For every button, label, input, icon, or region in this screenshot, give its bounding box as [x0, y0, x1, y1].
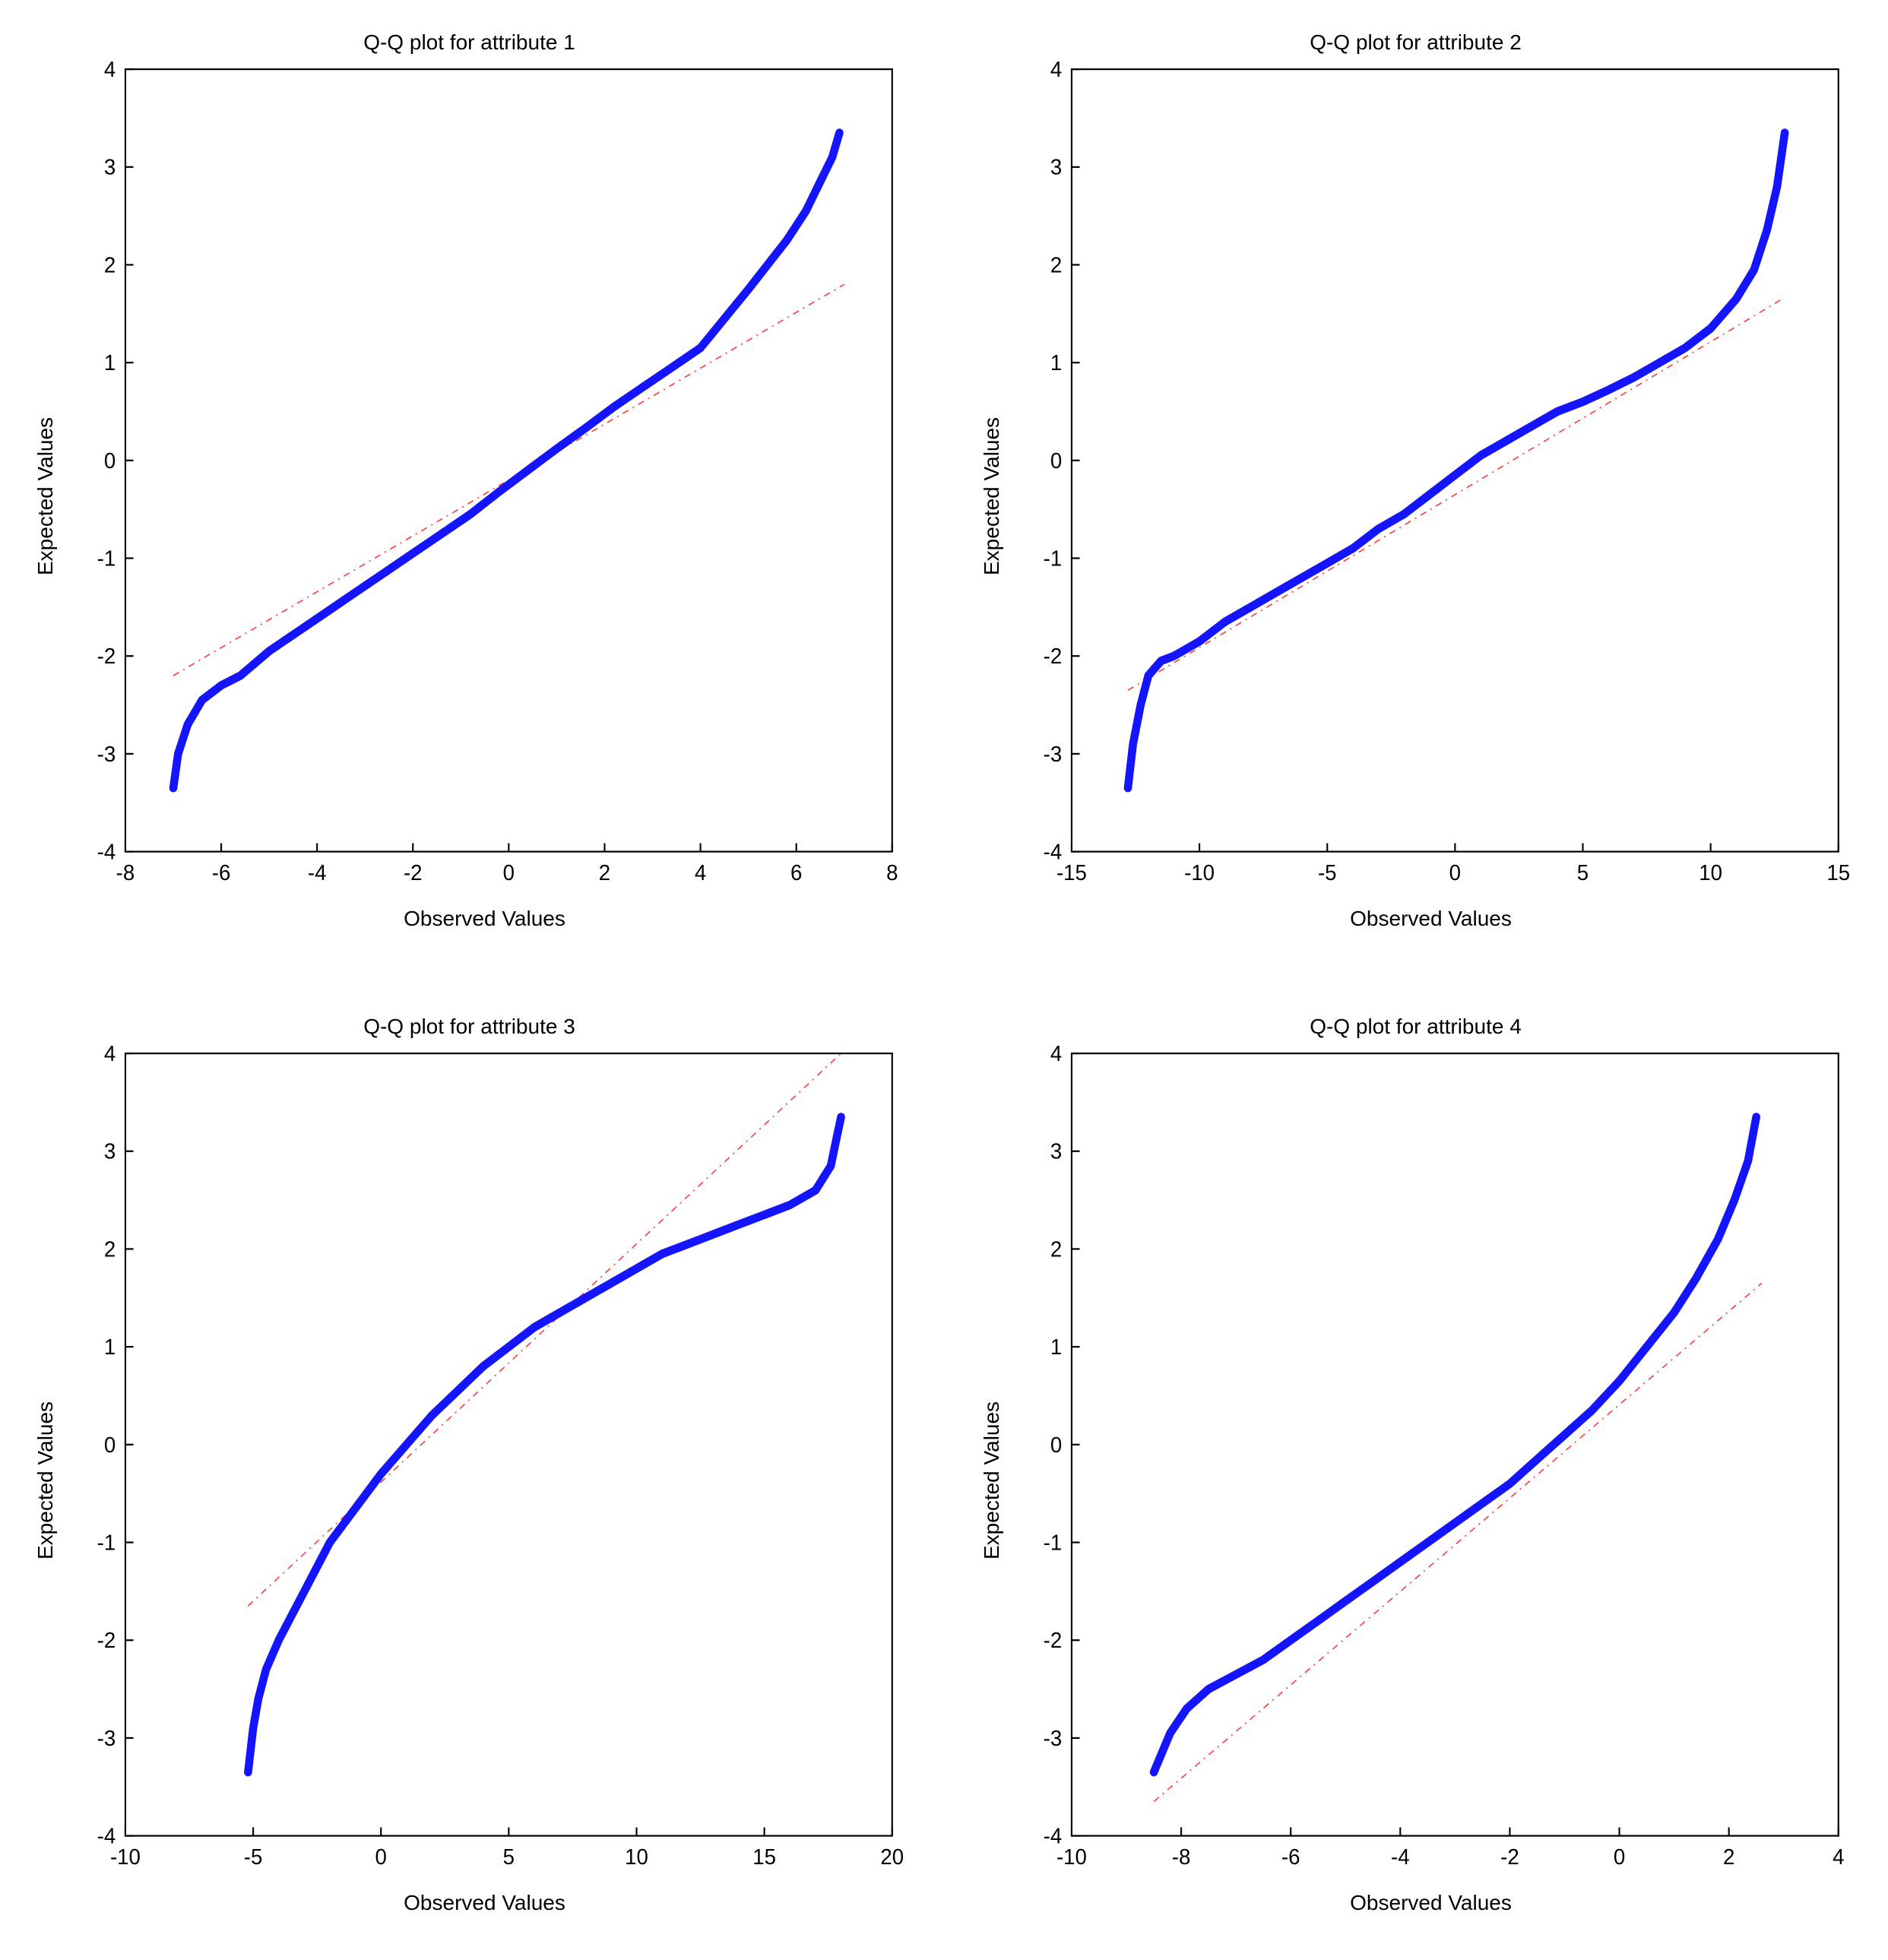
svg-text:0: 0: [1614, 1844, 1625, 1870]
svg-text:4: 4: [104, 1040, 116, 1065]
svg-text:-4: -4: [97, 839, 116, 864]
svg-text:-4: -4: [1044, 839, 1063, 864]
svg-text:3: 3: [1050, 154, 1062, 179]
plot-wrap: Expected Values-15-10-5051015-4-3-2-1012…: [977, 61, 1855, 931]
svg-text:3: 3: [1050, 1138, 1062, 1164]
y-axis-label: Expected Values: [977, 1045, 1007, 1915]
svg-text:2: 2: [599, 860, 610, 885]
svg-text:2: 2: [104, 1236, 116, 1262]
svg-text:8: 8: [886, 860, 898, 885]
svg-text:-5: -5: [244, 1844, 263, 1870]
plot-area: -15-10-5051015-4-3-2-101234: [1007, 61, 1855, 902]
panel-title: Q-Q plot for attribute 2: [1310, 30, 1522, 55]
svg-text:6: 6: [790, 860, 802, 885]
x-axis-label: Observed Values: [1007, 902, 1855, 931]
svg-text:0: 0: [503, 860, 515, 885]
svg-text:3: 3: [104, 154, 116, 179]
svg-text:-6: -6: [1281, 1844, 1300, 1870]
svg-text:-1: -1: [1044, 546, 1063, 571]
svg-text:2: 2: [1050, 1236, 1062, 1262]
svg-text:-8: -8: [116, 860, 135, 885]
svg-text:10: 10: [1699, 860, 1722, 885]
svg-text:0: 0: [375, 1844, 387, 1870]
panel-title: Q-Q plot for attribute 3: [363, 1015, 575, 1039]
qq-plot-panel-2: Q-Q plot for attribute 2 Expected Values -…: [977, 30, 1855, 931]
x-axis-label: Observed Values: [61, 1886, 908, 1915]
svg-text:-3: -3: [97, 741, 116, 766]
svg-text:-2: -2: [1500, 1844, 1519, 1870]
svg-text:1: 1: [1050, 350, 1062, 375]
svg-text:0: 0: [1449, 860, 1461, 885]
y-axis-label: Expected Values: [977, 61, 1007, 931]
svg-text:2: 2: [104, 252, 116, 277]
svg-text:0: 0: [1050, 448, 1062, 473]
svg-text:-2: -2: [404, 860, 423, 885]
svg-text:-4: -4: [1044, 1823, 1063, 1848]
svg-text:-1: -1: [97, 1530, 116, 1555]
svg-text:-2: -2: [97, 644, 116, 669]
svg-text:-2: -2: [1044, 1628, 1063, 1653]
svg-text:4: 4: [1050, 56, 1062, 81]
svg-text:5: 5: [503, 1844, 515, 1870]
svg-text:4: 4: [1833, 1844, 1844, 1870]
svg-text:0: 0: [1050, 1432, 1062, 1457]
plot-wrap: Expected Values-10-8-6-4-2024-4-3-2-1012…: [977, 1045, 1855, 1915]
svg-text:-3: -3: [1044, 1725, 1063, 1750]
svg-text:10: 10: [625, 1844, 648, 1870]
y-axis-label: Expected Values: [30, 61, 61, 931]
svg-text:-6: -6: [212, 860, 231, 885]
svg-text:4: 4: [1050, 1040, 1062, 1065]
panel-title: Q-Q plot for attribute 1: [363, 30, 575, 55]
qq-plot-panel-4: Q-Q plot for attribute 4 Expected Values -…: [977, 1015, 1855, 1915]
qq-plot-panel-1: Q-Q plot for attribute 1 Expected Values -…: [30, 30, 908, 931]
plot-area: -10-8-6-4-2024-4-3-2-101234: [1007, 1045, 1855, 1886]
svg-text:1: 1: [1050, 1335, 1062, 1360]
svg-text:-1: -1: [1044, 1530, 1063, 1555]
svg-text:15: 15: [1826, 860, 1850, 885]
svg-text:-4: -4: [97, 1823, 116, 1848]
y-axis-label: Expected Values: [30, 1045, 61, 1915]
plot-wrap: Expected Values -8 -6 -4 -2 0 2 4 6 8 -4 -3 -2 -1 0 1 2 3…: [30, 61, 908, 931]
svg-text:-2: -2: [97, 1628, 116, 1653]
plot-wrap: Expected Values-10-505101520-4-3-2-10123…: [30, 1045, 908, 1915]
svg-text:20: 20: [880, 1844, 904, 1870]
svg-text:0: 0: [104, 448, 116, 473]
qq-plot-panel-3: Q-Q plot for attribute 3 Expected Values -…: [30, 1015, 908, 1915]
svg-text:3: 3: [104, 1138, 116, 1164]
svg-text:0: 0: [104, 1432, 116, 1457]
svg-text:-8: -8: [1172, 1844, 1191, 1870]
plot-area: -10-505101520-4-3-2-101234: [61, 1045, 908, 1886]
svg-text:-2: -2: [1044, 644, 1063, 669]
svg-text:15: 15: [752, 1844, 776, 1870]
svg-text:2: 2: [1050, 252, 1062, 277]
svg-text:5: 5: [1577, 860, 1589, 885]
x-axis-label: Observed Values: [61, 902, 908, 931]
svg-text:-5: -5: [1318, 860, 1337, 885]
svg-text:4: 4: [695, 860, 706, 885]
x-axis-label: Observed Values: [1007, 1886, 1855, 1915]
svg-text:2: 2: [1723, 1844, 1734, 1870]
panel-title: Q-Q plot for attribute 4: [1310, 1015, 1522, 1039]
svg-text:4: 4: [104, 56, 116, 81]
svg-text:-4: -4: [308, 860, 327, 885]
svg-text:-3: -3: [1044, 741, 1063, 766]
svg-text:1: 1: [104, 350, 116, 375]
plot-area: -8-6-4-202468-4-3-2-101234: [61, 61, 908, 902]
svg-text:-1: -1: [97, 546, 116, 571]
svg-text:-10: -10: [1184, 860, 1215, 885]
svg-text:-4: -4: [1391, 1844, 1410, 1870]
svg-text:-3: -3: [97, 1725, 116, 1750]
svg-text:1: 1: [104, 1335, 116, 1360]
